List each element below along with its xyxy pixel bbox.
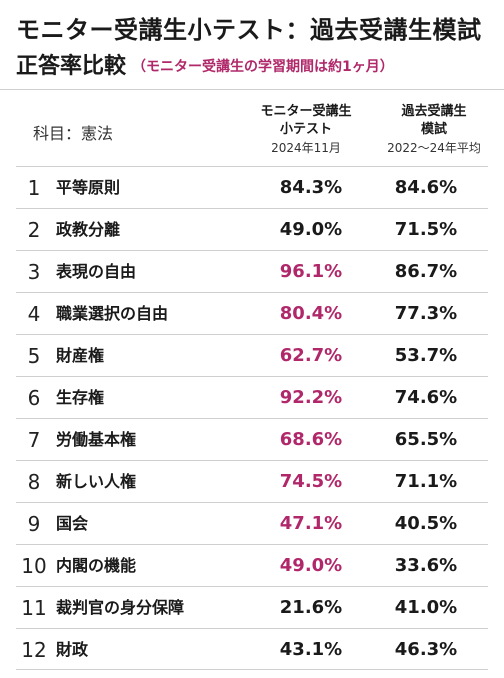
column-header-past-period: 2022〜24年平均 — [387, 141, 481, 155]
table-row: 1 平等原則 84.3% 84.6% — [16, 166, 488, 208]
monitor-score: 47.1% — [279, 513, 343, 534]
topic-name: 労働基本権 — [56, 430, 137, 449]
topic-name: 新しい人権 — [56, 472, 137, 491]
topic-name: 職業選択の自由 — [56, 304, 169, 323]
past-score: 74.6% — [394, 387, 458, 408]
row-number: 1 — [27, 176, 41, 200]
table-row: 11 裁判官の身分保障 21.6% 41.0% — [16, 586, 488, 628]
topic-name: 政教分離 — [56, 220, 121, 239]
row-number: 11 — [21, 596, 47, 620]
table-row: 3 表現の自由 96.1% 86.7% — [16, 250, 488, 292]
past-score: 84.6% — [394, 177, 458, 198]
row-number: 4 — [27, 302, 41, 326]
topic-name: 生存権 — [56, 388, 105, 407]
monitor-score: 49.0% — [279, 219, 343, 240]
row-number: 5 — [27, 344, 41, 368]
topic-name: 内閣の機能 — [56, 556, 137, 575]
row-number: 12 — [21, 638, 47, 662]
page-title: モニター受講生小テスト：過去受講生模試 — [16, 16, 482, 44]
topic-name: 財産権 — [56, 346, 105, 365]
past-score: 71.1% — [394, 471, 458, 492]
topic-name: 裁判官の身分保障 — [56, 598, 185, 617]
topic-name: 表現の自由 — [56, 262, 137, 281]
column-header-monitor-period: 2024年11月 — [271, 141, 341, 155]
subject-label: 科目：憲法 — [33, 124, 114, 143]
row-number: 3 — [27, 260, 41, 284]
monitor-score: 80.4% — [279, 303, 343, 324]
row-number: 7 — [27, 428, 41, 452]
monitor-score: 68.6% — [279, 429, 343, 450]
past-score: 71.5% — [394, 219, 458, 240]
column-header-past-label1: 過去受講生 — [401, 104, 467, 119]
column-header-monitor-label1: モニター受講生 — [260, 104, 352, 119]
table-row: 8 新しい人権 74.5% 71.1% — [16, 460, 488, 502]
past-score: 65.5% — [394, 429, 458, 450]
row-number: 8 — [27, 470, 41, 494]
column-header-past: 過去受講生 模試 2022〜24年平均 — [368, 103, 500, 157]
column-header-monitor: モニター受講生 小テスト 2024年11月 — [236, 103, 376, 157]
monitor-score: 21.6% — [279, 597, 343, 618]
past-score: 33.6% — [394, 555, 458, 576]
table-row: 9 国会 47.1% 40.5% — [16, 502, 488, 544]
past-score: 40.5% — [394, 513, 458, 534]
topic-name: 平等原則 — [56, 178, 121, 197]
monitor-score: 92.2% — [279, 387, 343, 408]
table-row: 5 財産権 62.7% 53.7% — [16, 334, 488, 376]
monitor-score: 43.1% — [279, 639, 343, 660]
past-score: 86.7% — [394, 261, 458, 282]
past-score: 53.7% — [394, 345, 458, 366]
title-divider — [0, 89, 504, 90]
table-row: 6 生存権 92.2% 74.6% — [16, 376, 488, 418]
topic-name: 財政 — [56, 640, 89, 659]
monitor-score: 96.1% — [279, 261, 343, 282]
past-score: 41.0% — [394, 597, 458, 618]
topic-name: 国会 — [56, 514, 89, 533]
table-row: 2 政教分離 49.0% 71.5% — [16, 208, 488, 250]
monitor-score: 74.5% — [279, 471, 343, 492]
row-number: 10 — [21, 554, 47, 578]
row-number: 6 — [27, 386, 41, 410]
monitor-score: 84.3% — [279, 177, 343, 198]
subtitle-note: （モニター受講生の学習期間は約1ヶ月） — [132, 59, 394, 75]
row-number: 9 — [27, 512, 41, 536]
score-table: 1 平等原則 84.3% 84.6% 2 政教分離 49.0% 71.5% 3 表現の自由 96.1… — [16, 166, 488, 670]
row-number: 2 — [27, 218, 41, 242]
column-header-monitor-label2: 小テスト — [279, 122, 332, 137]
table-row: 7 労働基本権 68.6% 65.5% — [16, 418, 488, 460]
table-row: 12 財政 43.1% 46.3% — [16, 628, 488, 670]
page-subtitle: 正答率比較 （モニター受講生の学習期間は約1ヶ月） — [16, 48, 394, 80]
monitor-score: 49.0% — [279, 555, 343, 576]
past-score: 46.3% — [394, 639, 458, 660]
past-score: 77.3% — [394, 303, 458, 324]
column-header-past-label2: 模試 — [420, 122, 447, 137]
monitor-score: 62.7% — [279, 345, 343, 366]
table-row: 10 内閣の機能 49.0% 33.6% — [16, 544, 488, 586]
table-row: 4 職業選択の自由 80.4% 77.3% — [16, 292, 488, 334]
subtitle-main: 正答率比較 — [16, 54, 127, 79]
